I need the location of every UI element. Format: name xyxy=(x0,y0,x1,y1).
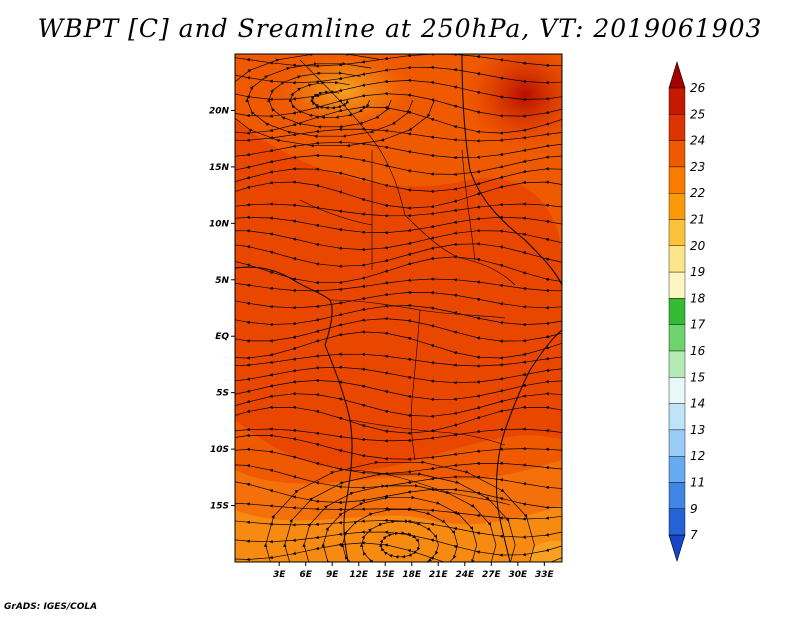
x-tick-label: 3E xyxy=(273,570,286,580)
colorbar-label: 26 xyxy=(690,81,706,95)
colorbar-swatch xyxy=(668,219,686,246)
y-tick-label: 5N xyxy=(215,276,229,286)
colorbar-label: 23 xyxy=(690,160,705,174)
colorbar-label: 21 xyxy=(690,213,705,227)
colorbar-label: 25 xyxy=(690,107,705,121)
field-se-min xyxy=(530,541,562,562)
x-tick-label: 27E xyxy=(482,570,502,580)
streamline xyxy=(263,460,535,562)
x-tick-label: 33E xyxy=(535,570,555,580)
colorbar-swatch xyxy=(668,324,686,352)
colorbar-swatch xyxy=(668,114,686,141)
colorbar-swatch xyxy=(668,456,686,483)
colorbar-label: 15 xyxy=(690,370,705,384)
country-borders xyxy=(299,59,516,506)
colorbar-label: 12 xyxy=(690,449,705,463)
colorbar-swatch xyxy=(668,166,686,194)
streamlines xyxy=(235,54,562,562)
colorbar-swatch xyxy=(668,482,686,509)
colorbar-label: 11 xyxy=(690,476,705,490)
colorbar-label: 17 xyxy=(690,318,706,332)
colorbar-swatch xyxy=(668,508,686,536)
streamline xyxy=(235,140,562,160)
colorbar-label: 22 xyxy=(690,186,705,200)
x-tick-label: 24E xyxy=(455,570,475,580)
colorbar-swatch xyxy=(668,350,686,378)
y-tick-label: 10N xyxy=(209,219,230,229)
streamline xyxy=(235,365,562,385)
field-n-min xyxy=(275,54,415,130)
streamline xyxy=(235,352,562,368)
y-tick-label: 5S xyxy=(216,389,229,399)
colorbar-swatch xyxy=(668,87,686,115)
colorbar-swatch xyxy=(668,140,686,168)
colorbar-swatch xyxy=(668,403,686,431)
colorbar-label: 20 xyxy=(690,239,706,253)
x-tick-label: 6E xyxy=(299,570,312,580)
colorbar-bottom-arrow xyxy=(668,534,686,563)
x-tick-label: 30E xyxy=(508,570,528,580)
colorbar-label: 9 xyxy=(690,502,698,516)
colorbar-label: 14 xyxy=(690,397,705,411)
colorbar-label: 18 xyxy=(690,291,706,305)
coastlines xyxy=(235,54,562,562)
colorbar-label: 19 xyxy=(690,265,705,279)
colorbar: 26 25 24 23 22 21 20 19 18 17 16 15 14 13 12 11 9 7 xyxy=(668,60,706,563)
plot-frame xyxy=(234,53,563,563)
colorbar-swatch xyxy=(668,192,686,220)
x-tick-label: 12E xyxy=(349,570,369,580)
map-axes: 3E 6E 9E 12E 15E 18E 21E 24E 27E 30E 33E 20N 15N 10N 5… xyxy=(209,106,555,580)
y-tick-label: 15N xyxy=(209,163,230,173)
field-ne-max xyxy=(465,54,562,150)
colorbar-swatch xyxy=(668,377,686,404)
colorbar-swatch xyxy=(668,271,686,299)
plot-area xyxy=(235,54,562,562)
colorbar-label: 16 xyxy=(690,344,706,358)
x-tick-label: 18E xyxy=(402,570,422,580)
y-tick-label: 15S xyxy=(210,502,229,512)
colorbar-label: 7 xyxy=(690,528,698,542)
x-tick-label: 15E xyxy=(376,570,396,580)
colorbar-label: 24 xyxy=(690,134,705,148)
map-title: WBPT [C] and Sreamline at 250hPa, VT: 20… xyxy=(37,14,763,43)
y-tick-label: EQ xyxy=(215,332,229,342)
streamline xyxy=(235,54,435,148)
colorbar-top-arrow xyxy=(668,60,686,89)
x-tick-label: 9E xyxy=(326,570,339,580)
colorbar-swatch xyxy=(668,245,686,273)
colorbar-label: 13 xyxy=(690,423,705,437)
x-tick-label: 21E xyxy=(429,570,449,580)
y-tick-label: 20N xyxy=(209,106,230,116)
grads-credit: GrADS: IGES/COLA xyxy=(4,602,98,612)
streamline xyxy=(235,277,562,293)
colorbar-swatch xyxy=(668,298,686,325)
colorbar-swatch xyxy=(668,429,686,457)
y-tick-label: 10S xyxy=(210,445,229,455)
